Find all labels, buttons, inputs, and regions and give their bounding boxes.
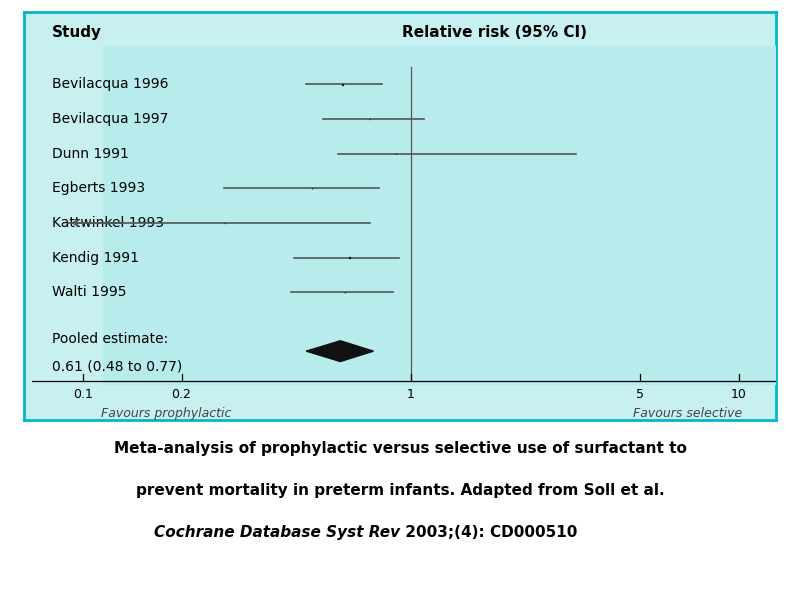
Text: Favours prophylactic: Favours prophylactic — [102, 407, 232, 419]
Text: 1: 1 — [406, 388, 414, 401]
Text: Meta-analysis of prophylactic versus selective use of surfactant to: Meta-analysis of prophylactic versus sel… — [114, 441, 686, 456]
Text: 2003;(4): CD000510: 2003;(4): CD000510 — [400, 525, 578, 540]
Text: Bevilacqua 1997: Bevilacqua 1997 — [52, 112, 168, 126]
Text: Relative risk (95% CI): Relative risk (95% CI) — [402, 25, 587, 40]
Text: prevent mortality in preterm infants. Adapted from Soll et al.: prevent mortality in preterm infants. Ad… — [136, 483, 664, 498]
Text: Walti 1995: Walti 1995 — [52, 285, 126, 299]
Text: 0.61 (0.48 to 0.77): 0.61 (0.48 to 0.77) — [52, 360, 182, 374]
Text: 5: 5 — [636, 388, 644, 401]
Text: 0.2: 0.2 — [171, 388, 191, 401]
Text: Pooled estimate:: Pooled estimate: — [52, 332, 168, 346]
Text: Kattwinkel 1993: Kattwinkel 1993 — [52, 216, 164, 230]
Text: Kendig 1991: Kendig 1991 — [52, 251, 139, 265]
Text: 0.1: 0.1 — [73, 388, 93, 401]
Text: 10: 10 — [730, 388, 746, 401]
Text: Cochrane Database Syst Rev: Cochrane Database Syst Rev — [154, 525, 400, 540]
Text: Egberts 1993: Egberts 1993 — [52, 181, 145, 195]
Text: Bevilacqua 1996: Bevilacqua 1996 — [52, 77, 169, 91]
Text: Favours selective: Favours selective — [634, 407, 742, 419]
Polygon shape — [306, 341, 374, 362]
Text: Dunn 1991: Dunn 1991 — [52, 146, 129, 161]
Text: Study: Study — [52, 25, 102, 40]
Bar — [102, 46, 776, 384]
